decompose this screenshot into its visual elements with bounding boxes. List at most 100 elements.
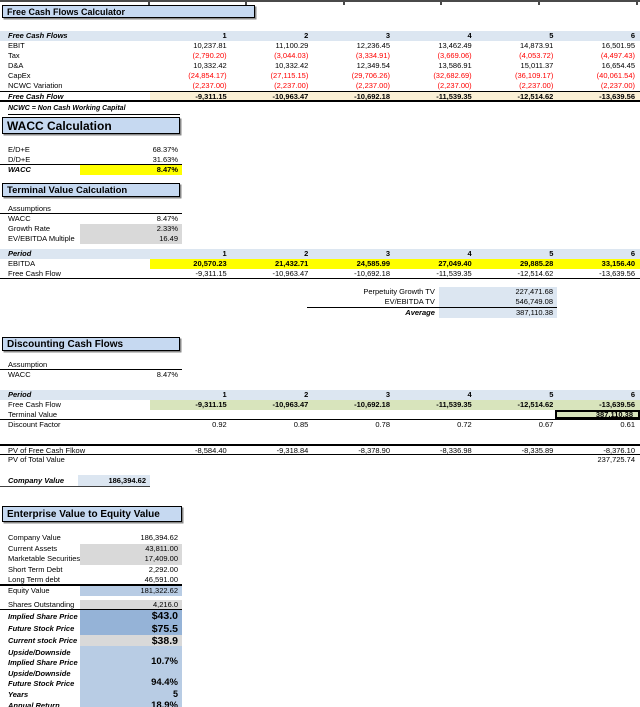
period-header-cell[interactable]: 2 [304, 249, 309, 258]
row-label[interactable]: Company Value [8, 533, 61, 542]
cell[interactable]: 4,216.0 [80, 600, 182, 609]
cell[interactable]: 0.78 [375, 420, 391, 429]
cell[interactable]: -8,584.40 [194, 446, 227, 455]
implied-share-price-cell[interactable]: $43.0 [80, 610, 182, 622]
period-label[interactable]: Period [8, 390, 32, 399]
cell-empty[interactable] [393, 410, 474, 419]
cell[interactable]: -11,539.35 [395, 92, 477, 101]
cell[interactable]: -11,539.35 [436, 269, 472, 278]
cell[interactable]: -8,378.90 [358, 446, 391, 455]
row-label[interactable]: Perpetuity Growth TV [363, 287, 435, 296]
cell[interactable]: 186,394.62 [140, 533, 178, 542]
row-label[interactable]: WACC [8, 165, 31, 174]
period-header-cell[interactable]: 6 [630, 249, 636, 258]
cell[interactable]: -8,376.10 [603, 446, 636, 455]
cell[interactable]: 0.61 [620, 420, 636, 429]
cell[interactable]: -10,692.18 [313, 400, 396, 410]
cell[interactable]: (4,497.43) [600, 51, 636, 60]
cell[interactable]: 10,332.42 [274, 61, 309, 70]
pv-total-cell[interactable]: 237,725.74 [597, 455, 636, 464]
row-label[interactable]: E/D+E [8, 145, 30, 154]
cell[interactable]: (27,115.15) [270, 71, 309, 80]
cell[interactable]: -10,963.47 [231, 400, 314, 410]
cell[interactable]: (36,109.17) [514, 71, 554, 80]
cell[interactable]: 8.47% [156, 370, 178, 379]
cell[interactable]: -8,336.98 [439, 446, 472, 455]
cell[interactable]: 33,156.40 [558, 259, 640, 269]
row-label[interactable]: NCWC Variation [8, 81, 63, 90]
row-label[interactable]: Growth Rate [8, 224, 51, 233]
cell[interactable]: 43,811.00 [80, 543, 182, 554]
row-label[interactable]: Current Assets [8, 543, 58, 553]
row-label[interactable]: WACC [8, 370, 31, 379]
cell[interactable]: 16.49 [80, 234, 182, 244]
wacc-value-cell[interactable]: 8.47% [80, 165, 182, 175]
cell[interactable]: -12,514.62 [476, 92, 559, 101]
row-label[interactable]: EBIT [8, 41, 25, 50]
cell-empty[interactable] [150, 410, 231, 419]
row-label[interactable]: Upside/Downside Implied Share Price [0, 646, 80, 668]
cell[interactable]: 0.85 [293, 420, 309, 429]
cell[interactable]: 24,585.99 [313, 259, 396, 269]
cell[interactable]: -12,514.62 [517, 269, 554, 278]
cell-empty[interactable] [395, 455, 477, 465]
cell[interactable]: 181,322.62 [80, 585, 182, 596]
company-value-cell[interactable]: 186,394.62 [78, 475, 150, 486]
cell[interactable]: 8.47% [156, 214, 178, 223]
cell[interactable]: -9,311.15 [150, 400, 232, 410]
period-header-cell[interactable]: 4 [467, 390, 472, 399]
cell[interactable]: -10,963.47 [231, 92, 314, 101]
cell[interactable]: (2,237.00) [192, 81, 227, 90]
row-label[interactable]: Long Term debt [8, 575, 60, 584]
period-header-cell[interactable]: 1 [222, 390, 227, 399]
row-label[interactable]: Implied Share Price [8, 611, 78, 621]
row-label[interactable]: Free Cash Flow [8, 400, 61, 409]
period-label[interactable]: Period [8, 249, 32, 258]
fcf-table-title[interactable]: Free Cash Flows [8, 31, 68, 40]
row-label[interactable]: Current stock Price [8, 636, 78, 645]
cell[interactable]: 10,332.42 [193, 61, 227, 70]
cell[interactable]: -9,311.15 [195, 269, 227, 278]
row-label[interactable]: EBITDA [8, 259, 36, 268]
row-label[interactable]: Equity Value [8, 585, 50, 595]
period-header-cell[interactable]: 1 [222, 31, 227, 40]
upside-future-cell[interactable]: 94.4% [80, 668, 182, 689]
cell[interactable]: 13,462.49 [438, 41, 472, 50]
cell[interactable]: 2.33% [80, 224, 182, 234]
period-header-cell[interactable]: 5 [549, 390, 554, 399]
row-label[interactable]: EV/EBITDA Multiple [8, 234, 75, 243]
cell[interactable]: 12,349.54 [356, 61, 391, 70]
row-label[interactable]: Average [405, 308, 435, 317]
cell[interactable]: 0.92 [212, 420, 227, 429]
row-label[interactable]: Discount Factor [8, 420, 61, 429]
row-label[interactable]: CapEx [8, 71, 31, 80]
row-label[interactable]: Upside/Downside Future Stock Price [0, 668, 80, 689]
cell[interactable]: -10,692.18 [313, 92, 396, 101]
row-label[interactable]: Free Cash Flow [8, 92, 64, 100]
cell[interactable]: 31.63% [152, 155, 178, 164]
period-header-cell[interactable]: 3 [385, 31, 391, 40]
period-header-cell[interactable]: 4 [467, 249, 472, 258]
row-label[interactable]: Free Cash Flow [8, 269, 61, 278]
period-header-cell[interactable]: 3 [385, 390, 391, 399]
cell[interactable]: -10,963.47 [272, 269, 309, 278]
cell[interactable]: (2,790.20) [192, 51, 227, 60]
cell[interactable]: 15,011.37 [520, 61, 554, 70]
cell[interactable]: (2,237.00) [437, 81, 472, 90]
period-header-cell[interactable]: 5 [549, 249, 554, 258]
row-label[interactable]: Terminal Value [8, 410, 58, 419]
cell[interactable]: (3,669.06) [437, 51, 472, 60]
cell[interactable]: 10,237.81 [193, 41, 227, 50]
cell[interactable]: -11,539.35 [395, 400, 477, 410]
cell[interactable]: 21,432.71 [231, 259, 314, 269]
cell-empty[interactable] [477, 455, 559, 465]
row-label[interactable]: PV of Total Value [8, 455, 65, 464]
cell[interactable]: (3,334.91) [355, 51, 391, 60]
cell[interactable]: 0.72 [457, 420, 472, 429]
period-header-cell[interactable]: 2 [304, 31, 309, 40]
cell[interactable]: -8,335.89 [521, 446, 554, 455]
row-label[interactable]: Short Term Debt [8, 564, 63, 574]
cell[interactable]: 14,873.91 [519, 41, 554, 50]
current-stock-price-cell[interactable]: $38.9 [80, 635, 182, 647]
cell[interactable]: 20,570.23 [150, 259, 232, 269]
